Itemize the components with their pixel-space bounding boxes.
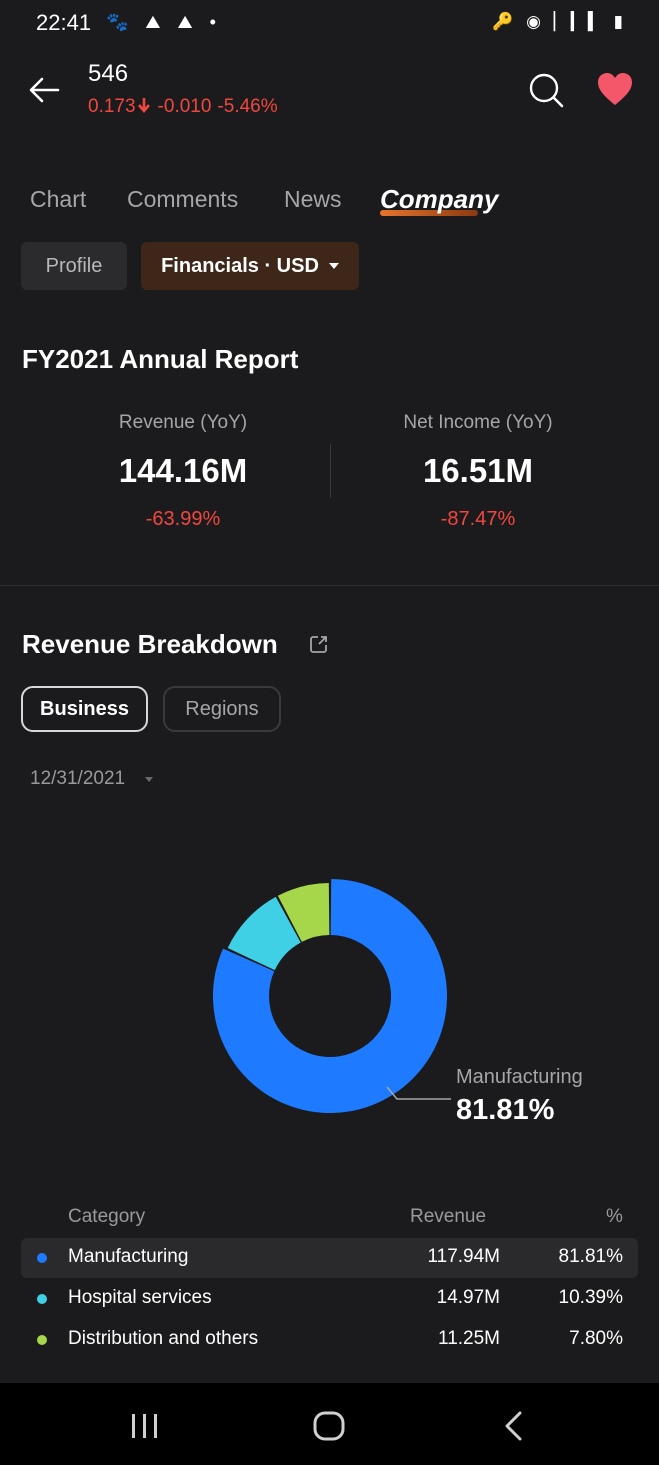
net-income-value: 16.51M: [422, 452, 534, 489]
revenue-value: 144.16M: [118, 452, 248, 489]
net-income-change: -87.47%: [440, 508, 516, 530]
caret-down-icon[interactable]: [145, 777, 153, 782]
segment-business-label: Business: [40, 697, 129, 720]
callout-leader-line: [386, 1086, 451, 1100]
price-change-pct: -5.46%: [217, 96, 278, 117]
column-header-pct: %: [606, 1206, 623, 1227]
subtab-financials[interactable]: Financials · USD: [141, 242, 359, 290]
row-revenue: 14.97M: [436, 1287, 500, 1308]
row-category: Manufacturing: [68, 1246, 189, 1267]
row-pct: 81.81%: [558, 1246, 623, 1267]
share-icon[interactable]: [309, 634, 329, 654]
back-nav-icon[interactable]: [502, 1411, 526, 1441]
revenue-change: -63.99%: [145, 508, 221, 530]
caret-down-icon: [328, 263, 339, 269]
tab-comments[interactable]: Comments: [127, 186, 239, 212]
down-arrow-icon: [137, 98, 150, 114]
subtab-financials-label: Financials · USD: [161, 254, 319, 277]
legend-dot: [37, 1335, 47, 1345]
row-pct: 7.80%: [569, 1328, 623, 1349]
annual-report-title: FY2021 Annual Report: [22, 344, 299, 374]
revenue-donut-chart: [213, 879, 447, 1113]
tab-news[interactable]: News: [284, 186, 342, 212]
status-time: 22:41: [36, 10, 92, 35]
quote-line: 0.173 -0.010 -5.46%: [88, 96, 284, 118]
table-row[interactable]: [21, 1238, 638, 1278]
legend-dot: [37, 1294, 47, 1304]
section-divider: [0, 585, 659, 586]
segment-regions-label: Regions: [185, 697, 259, 720]
last-price: 0.173: [88, 96, 136, 117]
subtab-profile-label: Profile: [45, 254, 103, 277]
price-change: -0.010: [157, 96, 212, 117]
recent-apps-icon[interactable]: [130, 1413, 160, 1439]
net-income-label: Net Income (YoY): [403, 412, 553, 433]
active-tab-indicator: [380, 210, 478, 216]
system-status-icons: 🔑 ◉ ▏▎▍ ▮: [492, 12, 627, 31]
back-arrow-icon[interactable]: [24, 70, 64, 110]
row-pct: 10.39%: [558, 1287, 623, 1308]
callout-category: Manufacturing: [456, 1066, 583, 1088]
row-category: Distribution and others: [68, 1328, 259, 1349]
column-header-revenue: Revenue: [410, 1206, 487, 1227]
legend-dot: [37, 1253, 47, 1263]
search-icon[interactable]: [526, 70, 566, 110]
metric-divider: [330, 444, 331, 498]
tab-company[interactable]: Company: [380, 184, 499, 214]
row-category: Hospital services: [68, 1287, 212, 1308]
ticker-symbol: 546: [88, 60, 129, 87]
status-bar: 22:41 🐾 ⛰ ⛰ • 🔑 ◉ ▏▎▍ ▮: [0, 0, 659, 48]
column-header-category: Category: [68, 1206, 146, 1227]
donut-slice[interactable]: [213, 879, 447, 1113]
home-icon[interactable]: [313, 1411, 345, 1441]
row-revenue: 11.25M: [438, 1328, 500, 1349]
row-revenue: 117.94M: [427, 1246, 500, 1267]
donut-slice[interactable]: [277, 883, 330, 942]
notification-icons: 🐾 ⛰ ⛰ •: [106, 12, 222, 32]
tab-chart[interactable]: Chart: [30, 186, 87, 212]
donut-slice[interactable]: [227, 896, 301, 971]
period-selector[interactable]: 12/31/2021: [30, 768, 126, 789]
favorite-heart-icon[interactable]: [596, 71, 634, 107]
callout-percent: 81.81%: [456, 1094, 555, 1126]
segment-business[interactable]: Business: [21, 686, 148, 732]
revenue-breakdown-title: Revenue Breakdown: [22, 629, 278, 659]
system-nav-bar: [0, 1383, 659, 1465]
subtab-profile[interactable]: Profile: [21, 242, 127, 290]
segment-regions[interactable]: Regions: [163, 686, 281, 732]
revenue-label: Revenue (YoY): [118, 412, 248, 433]
